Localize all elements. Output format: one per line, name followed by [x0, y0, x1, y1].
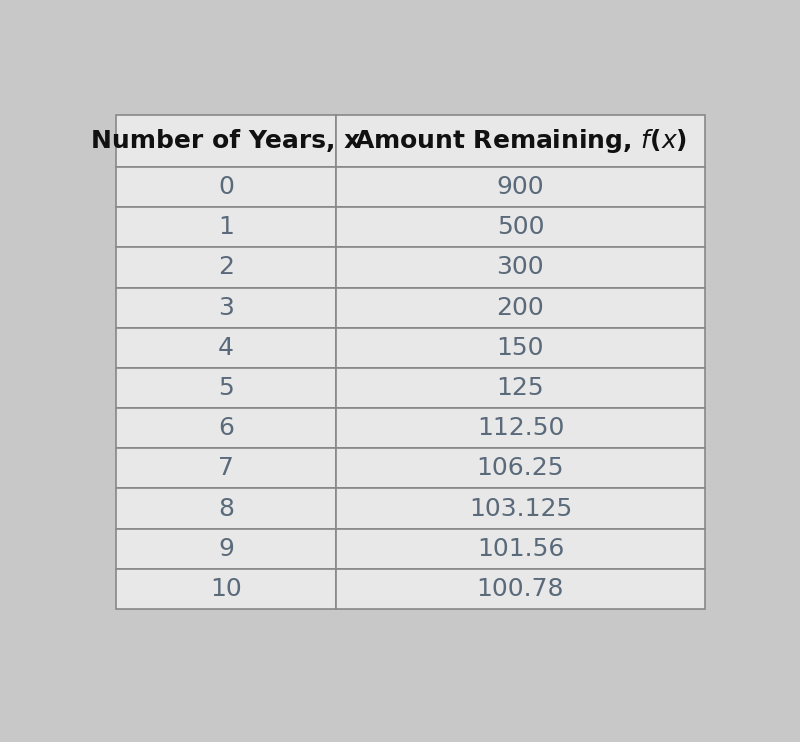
- Bar: [336, 328, 705, 368]
- Text: 150: 150: [497, 336, 544, 360]
- Text: 106.25: 106.25: [477, 456, 564, 480]
- Bar: [336, 528, 705, 569]
- Bar: [115, 328, 336, 368]
- Bar: [115, 247, 336, 287]
- Bar: [115, 115, 336, 167]
- Bar: [336, 247, 705, 287]
- Bar: [115, 528, 336, 569]
- Bar: [115, 488, 336, 528]
- Bar: [336, 287, 705, 328]
- Text: 2: 2: [218, 255, 234, 280]
- Text: 125: 125: [497, 376, 544, 400]
- Bar: [336, 167, 705, 207]
- Bar: [115, 167, 336, 207]
- Bar: [115, 368, 336, 408]
- Bar: [336, 115, 705, 167]
- Bar: [115, 287, 336, 328]
- Bar: [336, 488, 705, 528]
- Text: 0: 0: [218, 175, 234, 199]
- Text: 103.125: 103.125: [469, 496, 572, 520]
- Bar: [115, 408, 336, 448]
- Bar: [336, 408, 705, 448]
- Bar: [336, 569, 705, 609]
- Bar: [115, 207, 336, 247]
- Text: 10: 10: [210, 577, 242, 601]
- Text: 112.50: 112.50: [477, 416, 564, 440]
- Text: 1: 1: [218, 215, 234, 239]
- Text: 300: 300: [497, 255, 544, 280]
- Text: Number of Years, x: Number of Years, x: [91, 129, 361, 153]
- Text: 100.78: 100.78: [477, 577, 564, 601]
- Text: 6: 6: [218, 416, 234, 440]
- Text: 7: 7: [218, 456, 234, 480]
- Text: 500: 500: [497, 215, 544, 239]
- Bar: [336, 207, 705, 247]
- Bar: [336, 448, 705, 488]
- Text: 5: 5: [218, 376, 234, 400]
- Bar: [115, 569, 336, 609]
- Bar: [336, 368, 705, 408]
- Text: 200: 200: [497, 295, 544, 320]
- Text: 8: 8: [218, 496, 234, 520]
- Bar: [115, 448, 336, 488]
- Text: 4: 4: [218, 336, 234, 360]
- Text: 101.56: 101.56: [477, 536, 564, 561]
- Text: 900: 900: [497, 175, 544, 199]
- Text: Amount Remaining, $\mathit{f}$($x$): Amount Remaining, $\mathit{f}$($x$): [354, 127, 687, 155]
- Text: 3: 3: [218, 295, 234, 320]
- Text: 9: 9: [218, 536, 234, 561]
